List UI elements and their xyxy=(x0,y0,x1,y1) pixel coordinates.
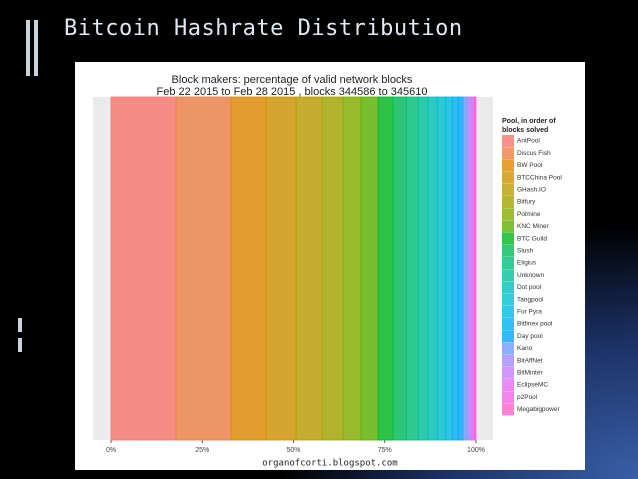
bar-segment xyxy=(405,96,419,441)
legend-key xyxy=(502,269,514,282)
legend-label: Polmine xyxy=(517,211,541,218)
legend-key xyxy=(502,232,514,245)
legend-label: Day pool xyxy=(517,333,543,340)
legend-key xyxy=(502,391,514,404)
bar-segment xyxy=(265,96,297,441)
bar-segment xyxy=(466,96,471,441)
legend-key xyxy=(502,318,514,330)
bar-segment xyxy=(377,96,394,441)
bar-segment xyxy=(417,96,429,441)
legend-label: Kano xyxy=(517,345,533,352)
bar-segment xyxy=(342,96,362,441)
legend-label: BTCChina Pool xyxy=(517,174,562,181)
legend-label: AntPool xyxy=(517,138,540,145)
legend-key xyxy=(502,354,514,367)
bar-segment xyxy=(427,96,438,441)
x-tick-label: 50% xyxy=(286,447,300,454)
legend-key xyxy=(502,330,514,343)
decoration xyxy=(34,20,38,76)
legend-label: Slush xyxy=(517,248,534,255)
legend-key xyxy=(502,147,514,160)
chart-subtitle: Feb 22 2015 to Feb 28 2015 , blocks 3445… xyxy=(157,86,428,98)
decoration xyxy=(18,318,22,332)
legend-label: KNC Miner xyxy=(517,223,550,230)
legend-label: Dot pool xyxy=(517,284,542,291)
legend-label: Discus Fish xyxy=(517,150,551,157)
legend-label: p2Pool xyxy=(517,394,538,401)
legend-key xyxy=(502,403,514,416)
legend-label: GHash.IO xyxy=(517,187,546,194)
x-tick-label: 75% xyxy=(378,447,392,454)
legend-key xyxy=(502,281,514,294)
legend-label: BW Pool xyxy=(517,162,543,169)
legend-key xyxy=(502,366,514,379)
chart-title: Block makers: percentage of valid networ… xyxy=(172,74,413,86)
legend-label: Bitfury xyxy=(517,199,536,206)
legend-label: EclipseMC xyxy=(517,382,548,389)
bar-segment xyxy=(321,96,344,441)
decoration xyxy=(18,338,22,352)
legend-label: Unknown xyxy=(517,272,544,279)
bar-segment xyxy=(474,96,477,441)
bar-segment xyxy=(444,96,453,441)
bar-segment xyxy=(230,96,267,441)
legend-label: Tangpool xyxy=(517,296,544,303)
legend-label: Megabigpower xyxy=(517,406,560,413)
legend-key xyxy=(502,171,514,184)
bar-segment xyxy=(295,96,323,441)
bar-segment xyxy=(360,96,379,441)
slide-title: Bitcoin Hashrate Distribution xyxy=(64,16,463,41)
legend-key xyxy=(502,220,514,233)
bar-segment xyxy=(462,96,468,441)
x-tick-label: 0% xyxy=(106,447,116,454)
legend-key xyxy=(502,135,514,147)
legend-key xyxy=(502,244,514,257)
legend-label: BitMinter xyxy=(517,370,543,377)
legend-key xyxy=(502,183,514,196)
legend-key xyxy=(502,342,514,355)
bar-segment xyxy=(436,96,446,441)
legend-key xyxy=(502,196,514,208)
legend-label: BitAffNet xyxy=(517,357,543,364)
bar-segment xyxy=(457,96,464,441)
legend-title: Pool, in order of xyxy=(502,118,556,125)
bar-segment xyxy=(110,96,177,441)
decoration xyxy=(26,20,30,76)
legend-label: Bitfinex pool xyxy=(517,321,553,328)
legend-label: Eligius xyxy=(517,260,537,267)
legend-key xyxy=(502,208,514,221)
source: organofcorti.blogspot.com xyxy=(262,459,397,469)
x-tick-label: 100% xyxy=(467,447,485,454)
legend-key xyxy=(502,379,514,391)
legend-title: blocks solved xyxy=(502,127,548,134)
bar-segment xyxy=(392,96,407,441)
x-tick-label: 25% xyxy=(195,447,209,454)
legend-key xyxy=(502,305,514,318)
bar-segment xyxy=(451,96,459,441)
legend-key xyxy=(502,257,514,269)
legend-label: BTC Guild xyxy=(517,235,547,242)
legend-key xyxy=(502,293,514,306)
legend-key xyxy=(502,159,514,172)
bar-segment xyxy=(175,96,232,441)
legend-label: For Pyra xyxy=(517,309,542,316)
